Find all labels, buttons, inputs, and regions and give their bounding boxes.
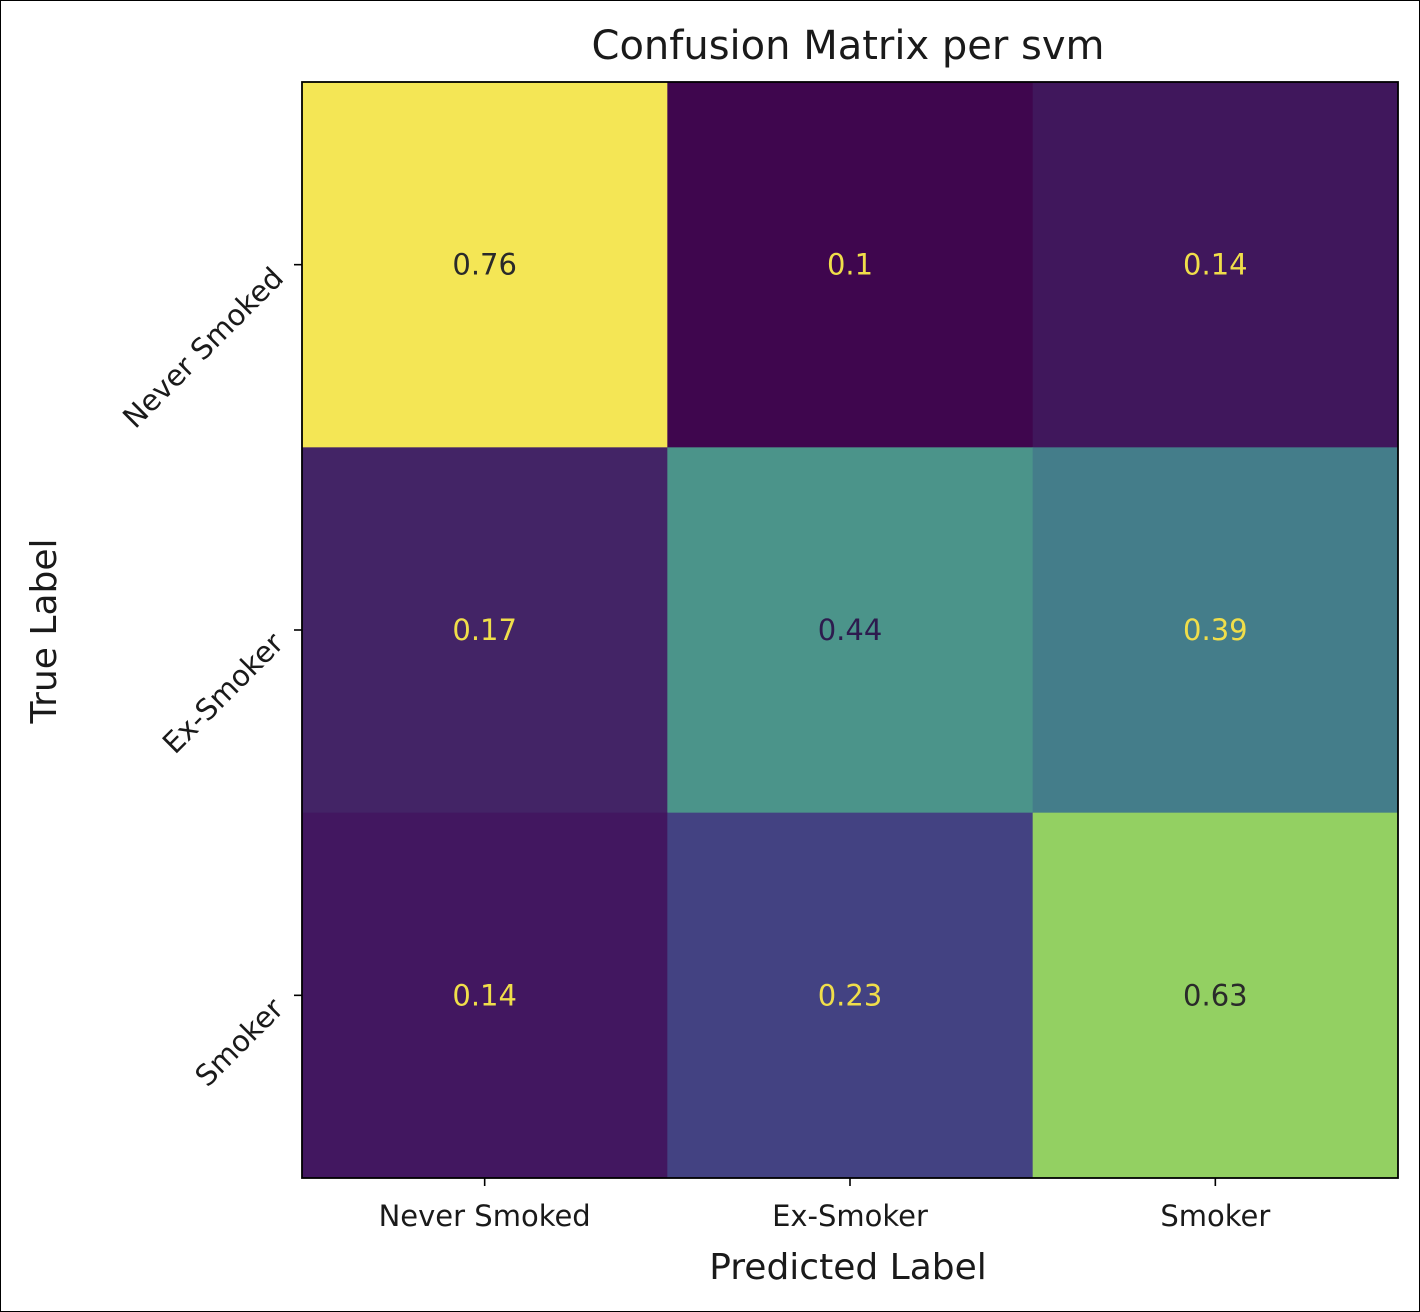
y-tick-label-never-smoked: Never Smoked bbox=[116, 261, 290, 435]
y-tick-label-ex-smoker: Ex-Smoker bbox=[156, 626, 290, 760]
matrix-cell-r2-c1 bbox=[667, 812, 1034, 1179]
cell-value-r0-c2: 0.14 bbox=[1183, 248, 1248, 282]
matrix-cell-labels: 0.76 0.1 0.14 0.17 0.44 0.39 0.14 0.23 0.63 bbox=[452, 248, 1247, 1013]
y-tick-label-smoker: Smoker bbox=[188, 991, 290, 1093]
cell-value-r1-c2: 0.39 bbox=[1183, 613, 1248, 647]
x-axis-ticks: Never Smoked Ex-Smoker Smoker bbox=[379, 1178, 1270, 1233]
cell-value-r2-c0: 0.14 bbox=[452, 978, 517, 1012]
y-axis-ticks: Never Smoked Ex-Smoker Smoker bbox=[116, 261, 302, 1093]
cell-value-r2-c2: 0.63 bbox=[1183, 978, 1248, 1012]
matrix-cell-r0-c1 bbox=[667, 82, 1034, 448]
matrix-cell-r1-c2 bbox=[1032, 447, 1399, 814]
x-tick-label-never-smoked: Never Smoked bbox=[379, 1199, 591, 1233]
matrix-cell-r2-c0 bbox=[302, 812, 668, 1179]
cell-value-r0-c0: 0.76 bbox=[452, 248, 517, 282]
chart-title: Confusion Matrix per svm bbox=[592, 23, 1105, 69]
matrix-cell-r0-c2 bbox=[1032, 82, 1399, 448]
cell-value-r1-c1: 0.44 bbox=[818, 613, 883, 647]
matrix-cell-r1-c0 bbox=[302, 447, 668, 814]
cell-value-r0-c1: 0.1 bbox=[827, 248, 873, 282]
x-axis-label: Predicted Label bbox=[709, 1247, 987, 1288]
cell-value-r2-c1: 0.23 bbox=[818, 978, 883, 1012]
cell-value-r1-c0: 0.17 bbox=[452, 613, 517, 647]
matrix-cells bbox=[302, 82, 1399, 1179]
matrix-cell-r1-c1 bbox=[667, 447, 1034, 814]
x-tick-label-ex-smoker: Ex-Smoker bbox=[772, 1199, 928, 1233]
y-axis-label: True Label bbox=[24, 538, 65, 724]
matrix-cell-r2-c2 bbox=[1032, 812, 1399, 1179]
x-tick-label-smoker: Smoker bbox=[1160, 1199, 1270, 1233]
matrix-cell-r0-c0 bbox=[302, 82, 668, 448]
